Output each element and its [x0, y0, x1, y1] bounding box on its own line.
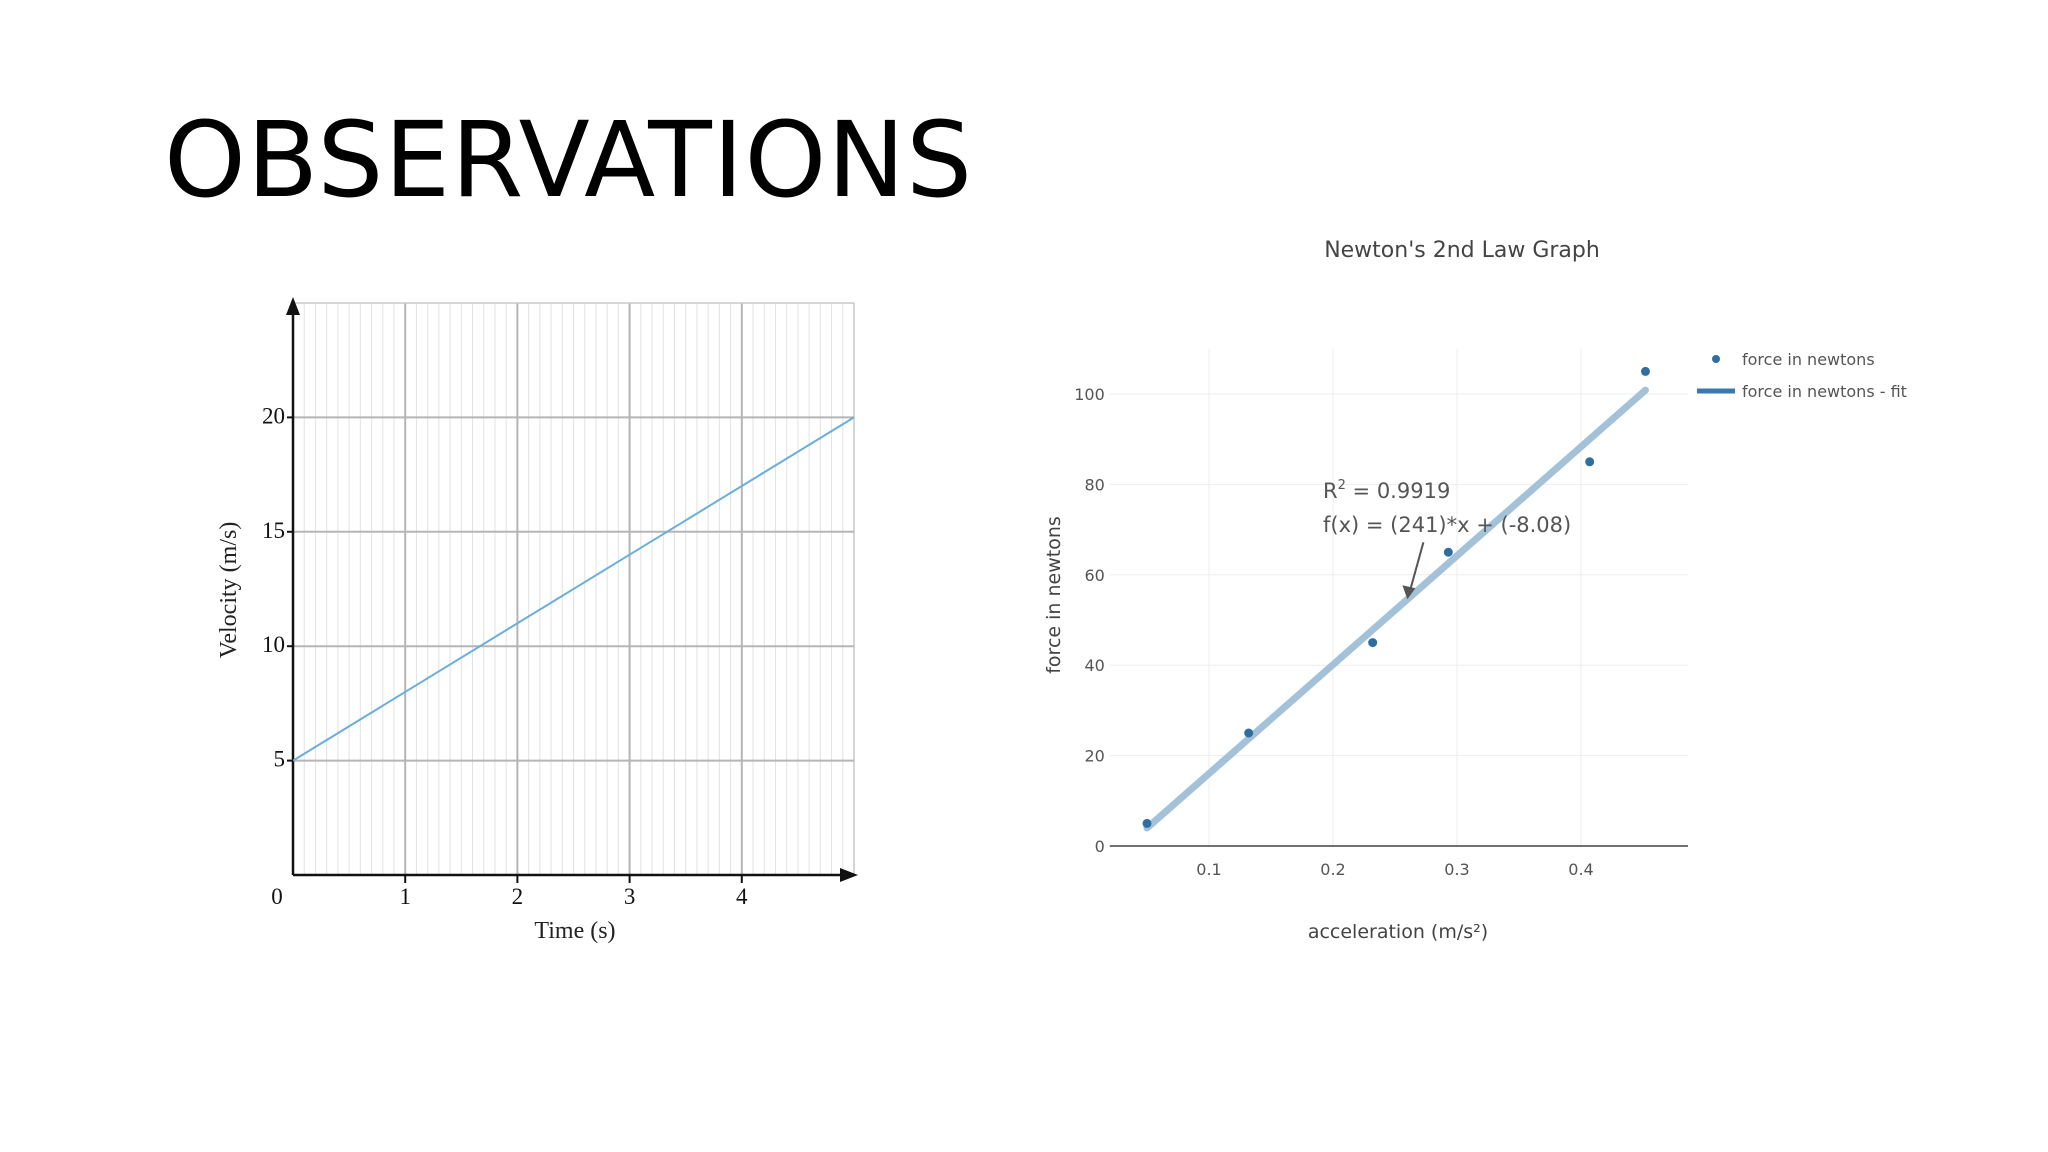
data-point [1640, 366, 1650, 376]
y-tick-label: 0 [1095, 837, 1105, 856]
x-tick-label: 4 [736, 884, 748, 909]
velocity-x-axis-label: Time (s) [534, 918, 615, 944]
newton-fit-line [1143, 386, 1649, 832]
arrow-head [1402, 585, 1416, 600]
data-point [1244, 728, 1254, 738]
legend-label-points: force in newtons [1742, 350, 1875, 369]
velocity-series [292, 416, 855, 762]
newton-y-axis-label: force in newtons [1043, 516, 1065, 674]
velocity-line [292, 416, 855, 762]
r-squared-symbol: R [1323, 479, 1338, 503]
x-tick-label: 1 [399, 884, 411, 909]
slide-title: OBSERVATIONS [164, 99, 974, 221]
newton-chart-title: Newton's 2nd Law Graph [1324, 238, 1600, 263]
y-tick-label: 15 [262, 518, 285, 543]
x-tick-label: 0.4 [1568, 860, 1593, 879]
legend-label-fit: force in newtons - fit [1742, 382, 1907, 401]
x-tick-label: 3 [624, 884, 636, 909]
legend-marker-points [1712, 355, 1720, 363]
r-squared-value: = 0.9919 [1346, 479, 1450, 503]
newton-tick-labels: 0.1 0.2 0.3 0.4 0 20 40 60 80 100 [1074, 385, 1593, 879]
y-tick-label: 60 [1084, 566, 1104, 585]
x-tick-label: 0.3 [1444, 860, 1469, 879]
velocity-axes [286, 297, 858, 882]
x-tick-label: 0.2 [1320, 860, 1345, 879]
fit-line [1143, 386, 1649, 832]
velocity-y-axis-label: Velocity (m/s) [216, 522, 242, 659]
newton-legend: force in newtons force in newtons - fit [1697, 350, 1907, 401]
annotation-arrow [1402, 542, 1425, 600]
y-tick-label: 40 [1084, 656, 1104, 675]
data-point [1142, 818, 1152, 828]
y-axis-arrowhead [286, 297, 300, 315]
data-point [1585, 457, 1595, 467]
arrow-shaft [1409, 542, 1425, 590]
x-tick-label: 0 [271, 884, 283, 909]
y-tick-label: 20 [1084, 747, 1104, 766]
y-tick-label: 80 [1084, 475, 1104, 494]
velocity-tick-labels: 0 1 2 3 4 5 10 15 20 [262, 403, 748, 909]
y-tick-label: 5 [274, 747, 286, 772]
velocity-grid [293, 302, 855, 875]
data-point [1443, 547, 1453, 557]
newton-x-axis-label: acceleration (m/s²) [1308, 921, 1488, 943]
fit-equation-annotation: f(x) = (241)*x + (-8.08) [1323, 513, 1571, 537]
x-axis-arrowhead [840, 868, 858, 882]
newton-data-points [1142, 366, 1650, 828]
r-squared-superscript: 2 [1338, 478, 1346, 493]
newton-grid [1109, 348, 1688, 846]
y-tick-label: 10 [262, 632, 285, 657]
x-tick-label: 0.1 [1196, 860, 1221, 879]
r-squared-annotation: R2 = 0.9919 [1323, 478, 1450, 503]
x-tick-label: 2 [512, 884, 524, 909]
y-tick-label: 20 [262, 403, 285, 428]
y-tick-label: 100 [1074, 385, 1105, 404]
data-point [1368, 638, 1378, 648]
